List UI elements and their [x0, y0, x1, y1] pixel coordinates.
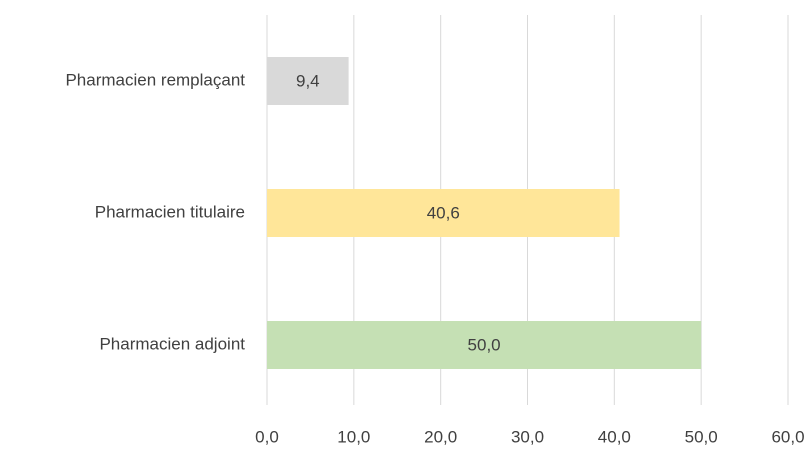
value-label: 50,0 [468, 335, 501, 354]
y-tick-label: Pharmacien titulaire [95, 202, 245, 221]
bar [267, 321, 702, 369]
x-tick-label: 30,0 [511, 427, 544, 446]
y-tick-label: Pharmacien remplaçant [65, 70, 245, 89]
bar [267, 57, 349, 105]
x-tick-label: 0,0 [255, 427, 279, 446]
x-tick-label: 50,0 [685, 427, 718, 446]
value-label: 9,4 [296, 71, 320, 90]
y-tick-label: Pharmacien adjoint [99, 334, 245, 353]
bar [267, 189, 620, 237]
value-label: 40,6 [427, 203, 460, 222]
x-tick-label: 20,0 [424, 427, 457, 446]
x-tick-label: 40,0 [598, 427, 631, 446]
x-tick-label: 60,0 [771, 427, 804, 446]
x-tick-label: 10,0 [337, 427, 370, 446]
